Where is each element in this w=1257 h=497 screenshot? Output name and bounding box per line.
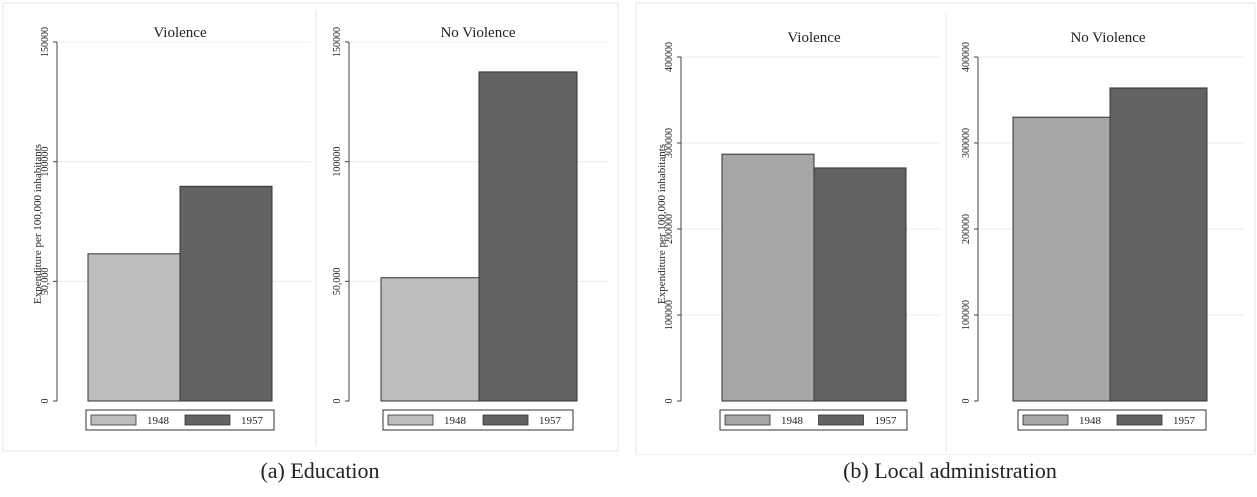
legend-swatch-1948 [90,414,137,426]
legend-swatch-1948 [1022,414,1069,426]
y-axis-label-b: Expenditure per 100,000 inhabitants [656,144,668,304]
y-tick-label: 0 [40,399,51,404]
panel-local-admin-violence: 0 100000 200000 300000 400000 Violence 1948 195… [664,30,941,431]
legend-label-1957: 1957 [1173,415,1196,427]
legend-swatch-1957 [482,414,529,426]
panel-education-violence: 0 50,000 100000 150000 Violence 1948 1957 [40,25,311,431]
panel-title: No Violence [1070,30,1145,46]
legend-label-1957: 1957 [539,415,562,427]
y-tick-label: 50,000 [40,268,51,296]
y-tick-label: 0 [332,399,343,404]
figure-canvas: 0 50,000 100000 150000 Violence 1948 1957 0 50,… [2,2,1256,455]
legend-label-1957: 1957 [241,415,264,427]
bar-admin-no-violence-1957 [1109,87,1208,402]
legend-label-1957: 1957 [875,415,898,427]
legend-swatch-1957 [818,414,864,426]
panel-education-no-violence: 0 50,000 100000 150000 No Violence 1948 1957 [332,25,609,431]
panel-title: No Violence [440,25,515,41]
legend-label-1948: 1948 [444,415,467,427]
y-tick-label: 0 [961,399,972,404]
legend-swatch-1948 [387,414,434,426]
bar-edu-no-violence-1957 [478,71,578,402]
y-tick-label: 50,000 [332,268,343,296]
legend-swatch-1957 [184,414,231,426]
y-tick-label: 100000 [40,147,51,177]
y-tick-label: 200000 [961,214,972,244]
bar-edu-violence-1948 [87,253,181,402]
bar-edu-no-violence-1948 [380,277,480,402]
bar-edu-violence-1957 [179,185,273,402]
y-tick-label: 400000 [664,42,675,72]
y-tick-label: 100000 [332,147,343,177]
y-tick-label: 300000 [961,128,972,158]
bar-admin-violence-1948 [721,153,815,402]
caption-education: (a) Education [260,458,380,483]
panel-title: Violence [787,30,841,46]
bar-admin-violence-1957 [813,167,907,402]
legend-swatch-1957 [1116,414,1163,426]
legend-label-1948: 1948 [147,415,170,427]
y-tick-label: 150000 [40,27,51,57]
y-tick-label: 200000 [664,214,675,244]
panel-title: Violence [153,25,207,41]
y-tick-label: 150000 [332,27,343,57]
y-axis-label-a: Expenditure per 100,000 inhabitants [32,144,44,304]
y-tick-label: 300000 [664,128,675,158]
y-tick-label: 400000 [961,42,972,72]
caption-local-administration: (b) Local administration [843,458,1057,483]
legend-swatch-1948 [724,414,771,426]
legend-label-1948: 1948 [1079,415,1102,427]
y-tick-label: 100000 [664,300,675,330]
legend-label-1948: 1948 [781,415,804,427]
panel-local-admin-no-violence: 0 100000 200000 300000 400000 No Violence 1948… [961,30,1244,431]
y-tick-label: 100000 [961,300,972,330]
y-tick-label: 0 [664,399,675,404]
bar-admin-no-violence-1948 [1012,116,1111,402]
